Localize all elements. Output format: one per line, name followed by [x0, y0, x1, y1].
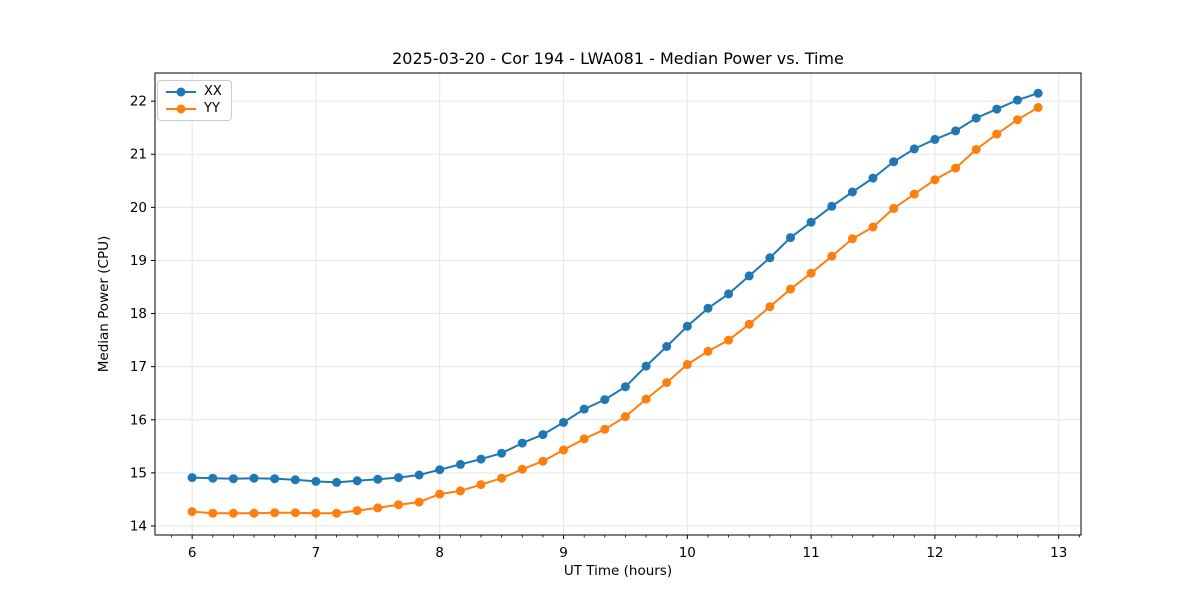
x-tick-label: 8: [435, 545, 444, 561]
y-tick-label: 15: [130, 465, 147, 481]
x-tick-label: 7: [312, 545, 321, 561]
data-series: [187, 88, 1043, 518]
y-tick-label: 16: [130, 412, 147, 428]
legend-item-xx: XX: [165, 85, 222, 99]
gridlines: [155, 73, 1081, 535]
legend-label: XX: [204, 84, 222, 99]
legend-label: YY: [204, 101, 220, 116]
y-tick-label: 22: [130, 94, 147, 110]
x-tick-label: 11: [803, 545, 820, 561]
series-yy-line: [192, 106, 1039, 515]
y-tick-label: 18: [130, 306, 147, 322]
y-tick-label: 20: [130, 200, 147, 216]
y-axis-label: Median Power (CPU): [96, 236, 112, 372]
x-tick-label: 10: [679, 545, 696, 561]
y-tick-label: 14: [130, 518, 147, 534]
series-yy: [187, 103, 1043, 518]
series-xx: [187, 88, 1043, 487]
y-tick-label: 21: [130, 147, 147, 163]
series-xx-markers: [187, 88, 1043, 487]
x-tick-label: 13: [1050, 545, 1067, 561]
series-yy-markers: [187, 103, 1043, 518]
y-tick-label: 17: [130, 359, 147, 375]
y-tick-label: 19: [130, 253, 147, 269]
legend: XX YY: [157, 80, 232, 121]
legend-swatch-yy-icon: [166, 104, 196, 114]
x-tick-label: 12: [926, 545, 943, 561]
x-tick-label: 9: [559, 545, 568, 561]
legend-swatch-xx-icon: [166, 87, 196, 97]
x-tick-label: 6: [188, 545, 197, 561]
legend-item-yy: YY: [165, 102, 222, 116]
plot-border: [154, 72, 1082, 536]
chart-title: 2025-03-20 - Cor 194 - LWA081 - Median P…: [392, 49, 844, 68]
tick-labels: 6 7 8 9 10 11 12 13 14 15 16 17 18 19 20 21 22: [130, 94, 1067, 561]
x-axis-label: UT Time (hours): [564, 563, 672, 579]
